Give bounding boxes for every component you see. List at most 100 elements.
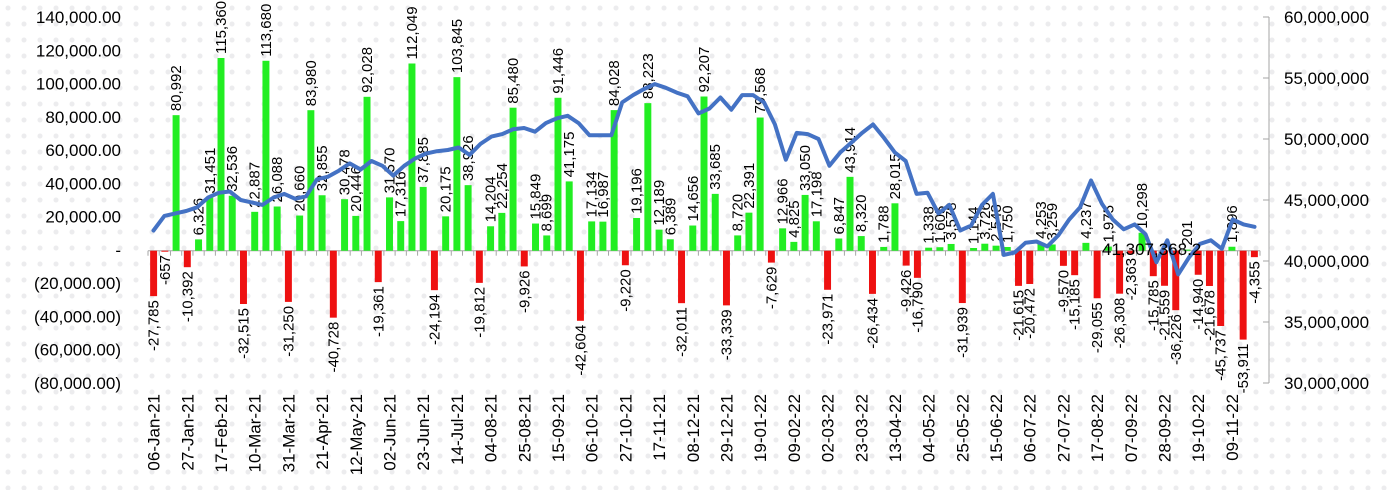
bar-data-label: -32,515 — [235, 308, 252, 359]
bar-data-label: -15,185 — [1067, 279, 1084, 330]
bar — [588, 221, 596, 251]
x-tick-label: 04-05-22 — [920, 394, 939, 462]
bar-data-label: -9,570 — [1055, 270, 1072, 313]
bar — [655, 229, 663, 251]
bar — [981, 243, 989, 251]
bar — [1239, 250, 1247, 340]
bar-data-labels: -27,785-65780,992-10,3926,32631,451115,3… — [146, 1, 1264, 393]
x-tick-label: 14-Jul-21 — [448, 394, 467, 465]
bar-data-label: 83,980 — [303, 60, 320, 106]
bar — [161, 250, 169, 252]
bar-data-label: 22,887 — [247, 162, 264, 208]
y-left-tick-label: 40,000.00 — [45, 174, 121, 193]
bar — [902, 250, 910, 266]
bar — [1003, 246, 1011, 251]
bar-data-label: 37,885 — [415, 137, 432, 183]
bar — [487, 226, 495, 251]
bar — [869, 250, 876, 294]
bar-data-label: -2,363 — [1123, 258, 1140, 301]
bar — [846, 176, 854, 251]
x-tick-label: 17-08-22 — [1088, 394, 1107, 462]
bar-data-label: 113,680 — [258, 4, 275, 57]
bar-data-label: -23,971 — [820, 294, 837, 345]
bar — [206, 197, 214, 251]
bar-data-label: -26,308 — [1112, 298, 1129, 349]
bar — [386, 197, 393, 251]
y-right-tick-label: 35,000,000 — [1284, 313, 1369, 332]
bar-data-label: -53,911 — [1235, 344, 1252, 394]
y-left-tick-label: 140,000.00 — [36, 8, 121, 27]
bar-data-label: -20,472 — [1022, 288, 1039, 339]
bar-data-label: -9,220 — [617, 269, 634, 312]
line-path — [151, 82, 1257, 277]
x-tick-label: 28-09-22 — [1156, 394, 1175, 462]
x-tick-label: 19-01-22 — [751, 394, 770, 462]
bar-data-label: 30,478 — [337, 149, 354, 195]
bar — [509, 107, 517, 251]
x-tick-label: 02-03-22 — [819, 394, 838, 462]
bar-data-label: 6,389 — [662, 198, 679, 236]
bar-data-label: 33,050 — [797, 145, 814, 191]
y-right-tick-label: 55,000,000 — [1284, 69, 1369, 88]
bar-data-label: 38,926 — [460, 135, 477, 181]
bar — [644, 103, 652, 251]
bar-data-label: -9,426 — [898, 270, 915, 313]
y-left-tick-label: 100,000.00 — [36, 75, 121, 94]
bar — [251, 211, 259, 251]
bar — [464, 185, 472, 251]
bar — [734, 235, 742, 251]
bar — [936, 247, 944, 251]
bar — [812, 221, 820, 251]
bar — [565, 181, 573, 251]
bar-data-label: 3,259 — [1044, 203, 1061, 241]
bar — [1048, 244, 1056, 251]
bar-data-label: 3,726 — [977, 202, 994, 240]
bar-data-label: 1,750 — [999, 205, 1016, 243]
bar — [262, 60, 270, 251]
bar-data-label: -19,812 — [471, 287, 488, 338]
bar — [408, 63, 416, 251]
bar — [296, 215, 304, 251]
bar-data-label: 17,198 — [808, 171, 825, 217]
bar — [1172, 250, 1180, 311]
bar-data-label: 80,992 — [168, 65, 185, 111]
bar — [239, 250, 247, 305]
bar-data-label: 4,825 — [786, 200, 803, 238]
bar — [913, 250, 921, 278]
bar — [678, 250, 686, 304]
y-left-tick-label: - — [115, 241, 121, 260]
bar — [397, 221, 405, 251]
bar-data-label: -16,790 — [909, 282, 926, 333]
y-right-tick-label: 50,000,000 — [1284, 130, 1369, 149]
bar — [1183, 249, 1191, 251]
bar-data-label: 12,966 — [775, 178, 792, 224]
bar-data-label: 20,660 — [292, 166, 309, 212]
bar-data-label: 15,849 — [528, 174, 545, 220]
bar-data-label: 1,338 — [921, 206, 938, 244]
bar — [857, 236, 865, 251]
bar-data-label: 1,788 — [876, 205, 893, 243]
bar-data-label: -657 — [157, 255, 174, 285]
bar-data-label: -7,629 — [763, 267, 780, 310]
bar — [1071, 250, 1079, 276]
bar-data-label: 3,578 — [943, 202, 960, 240]
bar-data-label: 20,446 — [348, 166, 365, 212]
bar — [970, 248, 978, 251]
x-tick-label: 15-09-21 — [549, 394, 568, 462]
y-right-tick-label: 45,000,000 — [1284, 191, 1369, 210]
bar-data-label: 33,685 — [707, 144, 724, 190]
bar — [767, 250, 775, 263]
bar — [880, 246, 888, 251]
line-series: 41,307,368.2 — [151, 82, 1257, 277]
bar — [374, 250, 382, 283]
y-left-tick-label: (20,000.00) — [34, 274, 121, 293]
bar — [1228, 246, 1236, 251]
bar-data-label: -33,339 — [718, 309, 735, 360]
bar-data-label: 103,845 — [449, 19, 466, 73]
bar — [228, 195, 236, 251]
bar — [453, 77, 461, 251]
bar-data-label: 91,446 — [550, 48, 567, 94]
bar-data-label: 4,253 — [1033, 201, 1050, 239]
bar-data-label: 17,134 — [584, 172, 601, 218]
bar-data-label: -31,250 — [280, 306, 297, 357]
